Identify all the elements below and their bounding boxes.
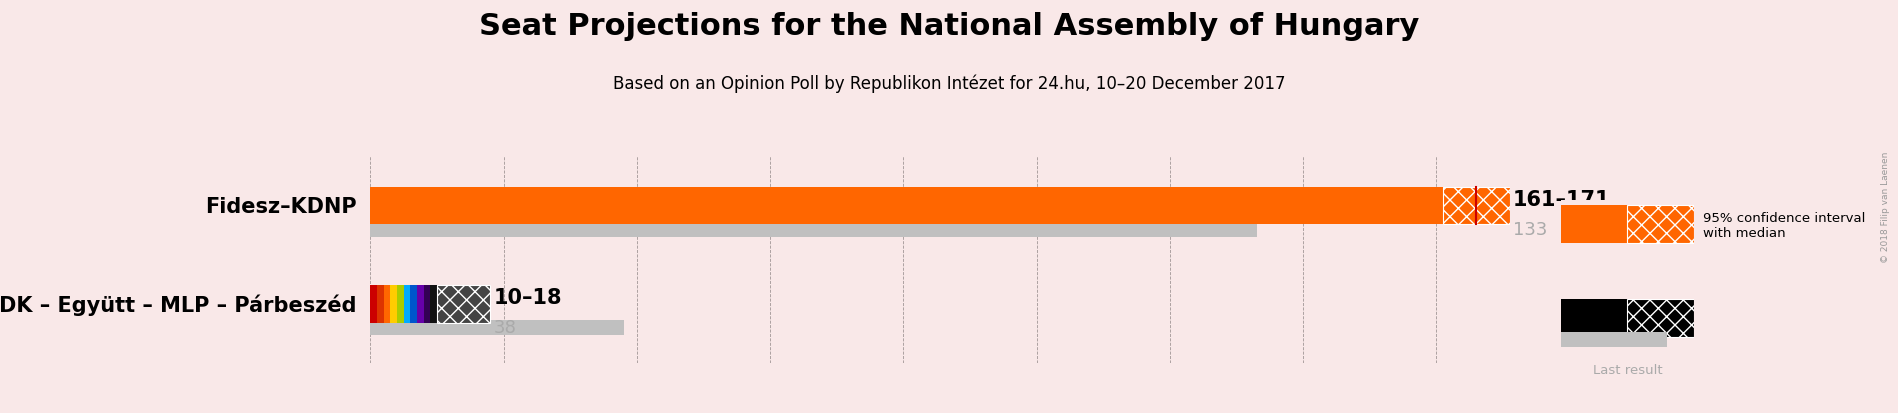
Bar bbox=[1560, 333, 1666, 347]
Bar bbox=[370, 286, 378, 323]
Text: 161–171: 161–171 bbox=[1513, 190, 1610, 209]
Bar bbox=[1560, 205, 1653, 243]
Bar bbox=[391, 286, 397, 323]
Bar bbox=[397, 286, 404, 323]
Bar bbox=[1442, 188, 1509, 225]
Text: 95% confidence interval
with median: 95% confidence interval with median bbox=[1703, 211, 1866, 239]
Text: 38: 38 bbox=[493, 318, 516, 337]
Bar bbox=[1627, 299, 1693, 337]
Bar bbox=[410, 286, 418, 323]
Bar bbox=[1560, 299, 1653, 337]
Text: Last result: Last result bbox=[1592, 363, 1661, 376]
Bar bbox=[404, 286, 410, 323]
Bar bbox=[370, 320, 623, 335]
Bar bbox=[1627, 205, 1693, 243]
Text: Seat Projections for the National Assembly of Hungary: Seat Projections for the National Assemb… bbox=[478, 12, 1420, 41]
Bar bbox=[370, 188, 1442, 225]
Text: 133: 133 bbox=[1513, 220, 1547, 238]
Text: © 2018 Filip van Laenen: © 2018 Filip van Laenen bbox=[1881, 151, 1889, 262]
Text: 10–18: 10–18 bbox=[493, 288, 562, 308]
Bar bbox=[383, 286, 391, 323]
Bar bbox=[418, 286, 423, 323]
Bar bbox=[431, 286, 437, 323]
Bar bbox=[370, 221, 1256, 237]
Bar bbox=[437, 286, 490, 323]
Text: MSZP – DK – Együtt – MLP – Párbeszéd: MSZP – DK – Együtt – MLP – Párbeszéd bbox=[0, 294, 357, 315]
Bar bbox=[423, 286, 431, 323]
Bar bbox=[378, 286, 383, 323]
Text: Fidesz–KDNP: Fidesz–KDNP bbox=[205, 196, 357, 216]
Text: Based on an Opinion Poll by Republikon Intézet for 24.hu, 10–20 December 2017: Based on an Opinion Poll by Republikon I… bbox=[613, 74, 1285, 93]
